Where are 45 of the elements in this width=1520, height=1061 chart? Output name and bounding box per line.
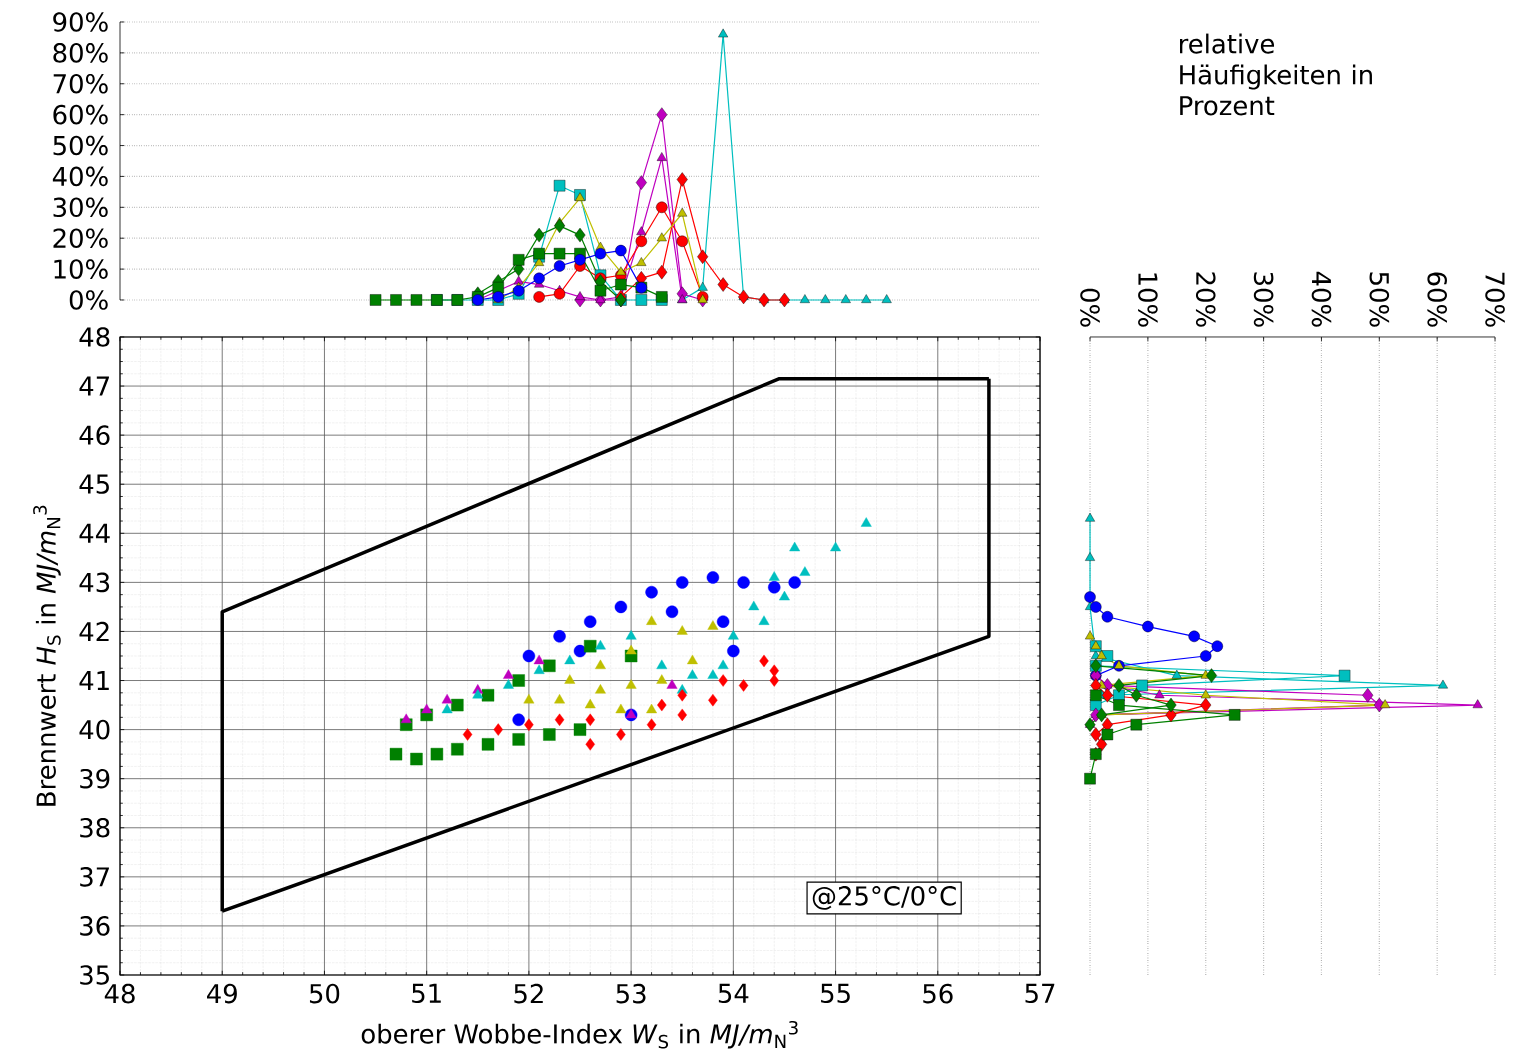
y-tick-label: 40% — [52, 166, 108, 187]
x-tick-label: 51 — [412, 983, 441, 1004]
y-tick-label: 60% — [53, 104, 108, 125]
x-tick-label: 52 — [514, 983, 543, 1004]
y-tick-label: 48 — [79, 327, 110, 347]
x-tick-label: 57 — [1025, 983, 1055, 1004]
y-tick-label: 39 — [80, 768, 110, 789]
y-tick-label: 30% — [53, 197, 108, 218]
x-tick-label: 54 — [718, 983, 749, 1004]
x-tick-label: 55 — [821, 983, 850, 1004]
y-tick-label: 47 — [79, 376, 109, 396]
x-tick-label: 56 — [923, 983, 953, 1004]
x-tick-label: 48 — [104, 983, 135, 1004]
y-tick-label: 70% — [53, 73, 108, 94]
y-tick-label: 46 — [79, 425, 110, 445]
y-axis-title: Brennwert H$_{S}$ in MJ/m$_{N}$3 — [33, 505, 61, 806]
y-tick-label: 90% — [53, 12, 108, 32]
annotation: @25°C/0°C — [812, 886, 956, 910]
x-tick-label: 30% — [1253, 272, 1274, 327]
y-tick-label: 50% — [53, 135, 108, 156]
y-tick-label: 80% — [53, 43, 108, 63]
x-tick-label: 49 — [207, 983, 237, 1004]
x-tick-label: 70% — [1485, 272, 1505, 327]
y-tick-label: 20% — [53, 228, 108, 248]
y-tick-label: 44 — [79, 523, 110, 543]
x-tick-label: 20% — [1195, 272, 1216, 327]
y-tick-label: 38 — [80, 817, 110, 838]
x-tick-label: 0% — [1080, 288, 1100, 327]
y-tick-label: 41 — [79, 671, 109, 690]
x-tick-label: 50% — [1369, 272, 1390, 327]
y-tick-label: 45 — [79, 474, 109, 494]
y-tick-label: 42 — [79, 621, 109, 642]
y-tick-label: 40 — [79, 719, 110, 740]
text: relative Häufigkeiten in Prozent — [1180, 33, 1372, 116]
x-tick-label: 40% — [1311, 271, 1332, 327]
x-axis-title: oberer Wobbe-Index W$_{S}$ in MJ/m$_{N}$3 — [361, 1020, 798, 1049]
x-tick-label: 10% — [1138, 273, 1158, 327]
y-tick-label: 35 — [80, 965, 109, 985]
y-tick-label: 37 — [80, 867, 109, 887]
x-tick-label: 50 — [309, 983, 340, 1004]
y-tick-label: 36 — [80, 916, 110, 936]
y-tick-label: 10% — [54, 259, 108, 279]
y-tick-label: 43 — [79, 572, 110, 593]
x-tick-label: 60% — [1427, 272, 1447, 327]
x-tick-label: 53 — [616, 983, 646, 1004]
